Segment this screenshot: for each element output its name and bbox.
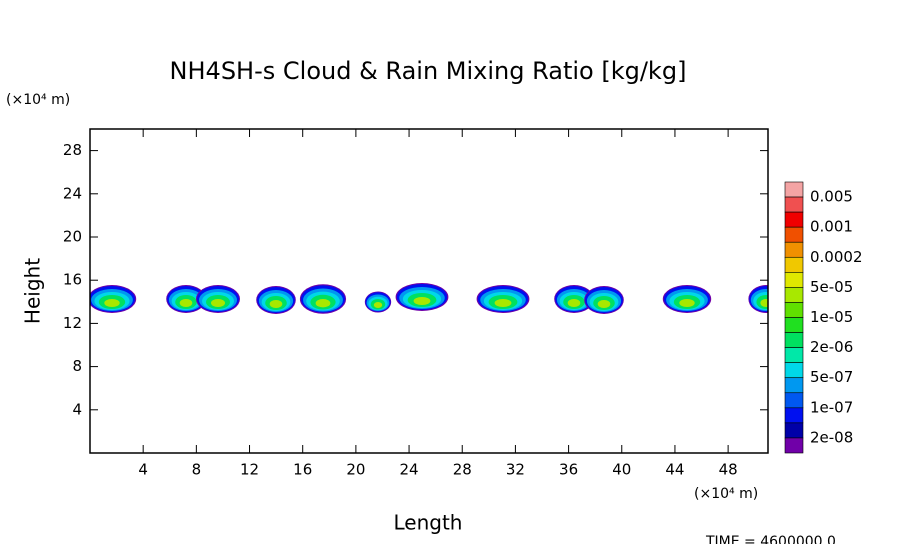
colorbar-cell (784, 347, 804, 363)
colorbar-cell (784, 317, 804, 333)
x-tick-label: 40 (612, 461, 631, 479)
y-tick-label: 4 (72, 400, 82, 418)
cloud (256, 286, 296, 314)
colorbar-cell (784, 272, 804, 288)
x-tick-label: 28 (453, 461, 472, 479)
x-tick-label: 16 (293, 461, 312, 479)
x-unit: (×10⁴ m) (694, 486, 758, 502)
cloud (662, 285, 712, 313)
contour-field (90, 283, 768, 314)
x-tick-label: 48 (719, 461, 738, 479)
colorbar-cell (784, 241, 804, 258)
y-tick-label: 12 (63, 314, 82, 332)
x-tick-label: 24 (400, 461, 419, 479)
colorbar-label: 1e-07 (810, 398, 853, 416)
colorbar-cell (784, 407, 804, 424)
y-axis-label: Height (21, 258, 45, 324)
colorbar-cell (784, 256, 804, 273)
x-tick-label: 32 (506, 461, 525, 479)
x-tick-label: 12 (240, 461, 259, 479)
cloud (748, 285, 768, 313)
plot-frame (89, 128, 769, 454)
footer: TIME = 4600000.0 (705, 534, 836, 544)
colorbar-cell (784, 302, 804, 318)
x-tick-label: 44 (665, 461, 684, 479)
colorbar-label: 2e-06 (810, 338, 853, 356)
cloud (395, 283, 449, 311)
colorbar-cell (784, 362, 804, 379)
cloud (299, 284, 347, 314)
chart-title: NH4SH-s Cloud & Rain Mixing Ratio [kg/kg… (170, 57, 687, 85)
x-tick-label: 4 (138, 461, 148, 479)
x-tick-label: 20 (346, 461, 365, 479)
colorbar-label: 2e-08 (810, 428, 853, 446)
y-tick-label: 16 (63, 271, 82, 289)
colorbar-cell (784, 211, 804, 228)
cloud (476, 285, 530, 313)
colorbar-cell (784, 181, 804, 198)
x-tick-label: 8 (192, 461, 202, 479)
cloud (196, 285, 240, 313)
colorbar-label: 0.001 (810, 218, 853, 236)
cloud (364, 291, 392, 313)
y-tick-label: 8 (72, 357, 82, 375)
colorbar-label: 5e-05 (810, 278, 853, 296)
x-tick-label: 36 (559, 461, 578, 479)
cloud (90, 285, 137, 313)
colorbar-label: 0.005 (810, 188, 853, 206)
y-tick-label: 20 (63, 228, 82, 246)
y-tick-label: 24 (63, 184, 82, 202)
x-axis-label: Length (394, 511, 463, 535)
colorbar-cell (784, 422, 804, 439)
colorbar-cell (784, 287, 804, 303)
colorbar-label: 5e-07 (810, 368, 853, 386)
colorbar-cell (784, 437, 804, 454)
colorbar-cell (784, 226, 804, 243)
y-tick-label: 28 (63, 141, 82, 159)
colorbar-cell (784, 196, 804, 213)
cloud (584, 286, 624, 314)
colorbar-cell (784, 332, 804, 348)
colorbar-label: 1e-05 (810, 308, 853, 326)
colorbar-cell (784, 392, 804, 409)
colorbar-cell (784, 377, 804, 394)
y-unit: (×10⁴ m) (6, 92, 70, 108)
colorbar-label: 0.0002 (810, 248, 863, 266)
